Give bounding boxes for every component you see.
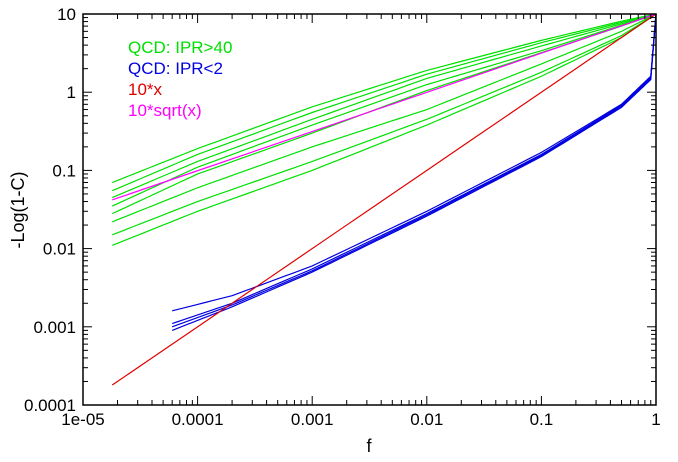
series-line-8 <box>172 13 657 312</box>
plot-lines <box>111 13 657 386</box>
series-line-5 <box>112 13 657 223</box>
x-tick-label-3: 0.01 <box>410 410 443 429</box>
y-tick-label-2: 0.01 <box>43 240 76 259</box>
y-tick-label-4: 1 <box>67 83 76 102</box>
series-line-2 <box>112 13 657 199</box>
axis-ticks: 1e-05 0.0001 0.001 0.01 0.1 10.00010.0010.010… <box>24 5 661 429</box>
x-tick-label-0: 1e-05 <box>61 410 104 429</box>
series-line-10 <box>171 13 657 328</box>
legend-item-0: QCD: IPR>40 <box>128 38 232 57</box>
legend: QCD: IPR>40 QCD: IPR<2 10*x 10*sqrt(x) <box>128 38 232 120</box>
y-axis-label: -Log(1-C) <box>8 171 28 248</box>
series-line-1 <box>112 13 657 192</box>
series-line-9 <box>171 13 657 325</box>
y-tick-label-3: 0.1 <box>52 161 76 180</box>
series-line-11 <box>171 13 657 331</box>
series-line-13 <box>112 13 657 201</box>
series-line-3 <box>112 13 657 207</box>
legend-item-3: 10*sqrt(x) <box>128 101 202 120</box>
x-tick-label-1: 0.0001 <box>172 410 224 429</box>
x-tick-label-5: 1 <box>651 410 660 429</box>
y-tick-label-5: 10 <box>57 5 76 24</box>
series-line-12 <box>111 13 657 386</box>
legend-item-2: 10*x <box>128 80 163 99</box>
x-tick-label-4: 0.1 <box>530 410 554 429</box>
x-axis-label: f <box>366 436 372 456</box>
legend-item-1: QCD: IPR<2 <box>128 59 223 78</box>
series-line-0 <box>112 13 657 184</box>
series-line-6 <box>112 13 657 236</box>
x-tick-label-2: 0.001 <box>291 410 334 429</box>
y-tick-label-1: 0.001 <box>33 318 76 337</box>
y-tick-label-0: 0.0001 <box>24 396 76 415</box>
plot-frame <box>82 13 657 406</box>
